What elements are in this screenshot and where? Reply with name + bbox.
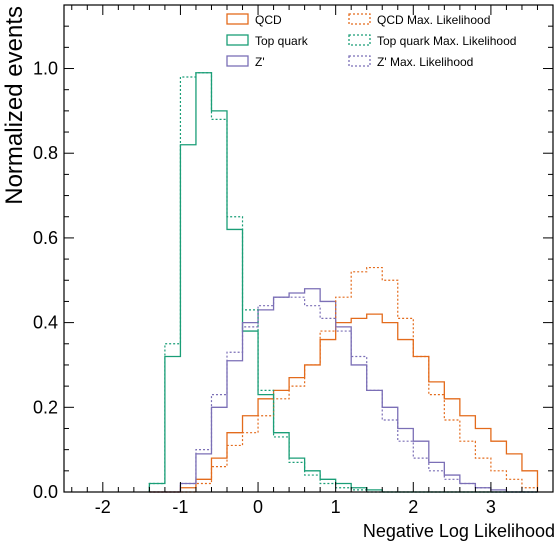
- series-4-line: [148, 72, 538, 493]
- x-tick-label: 2: [408, 497, 418, 517]
- legend-label-5: Z' Max. Likelihood: [377, 55, 473, 69]
- y-tick-label: 0.4: [33, 313, 58, 333]
- legend-swatch-3: [348, 13, 371, 25]
- legend-swatch-2: [226, 55, 249, 67]
- y-tick-label: 0.0: [33, 482, 58, 502]
- x-tick-label: 0: [253, 497, 263, 517]
- legend-swatch-4: [348, 34, 371, 46]
- x-tick-label: 3: [486, 497, 496, 517]
- legend-swatch-5: [348, 55, 371, 67]
- y-tick-label: 0.8: [33, 143, 58, 163]
- legend-swatch-0: [226, 13, 249, 25]
- series-3-line: [149, 266, 539, 493]
- x-axis-title: Negative Log Likelihood: [363, 521, 555, 541]
- y-tick-label: 0.2: [33, 397, 58, 417]
- legend-label-0: QCD: [255, 13, 282, 27]
- legend-label-4: Top quark Max. Likelihood: [377, 34, 516, 48]
- tick-labels-layer: -2 -1 0 1 2 3 0.0 0.2 0.4 0.6 0.8 1.0: [33, 59, 496, 517]
- legend-swatch-1: [226, 34, 249, 46]
- x-tick-label: -1: [172, 497, 188, 517]
- legend-label-1: Top quark: [255, 34, 309, 48]
- legend-label-2: Z': [255, 55, 265, 69]
- legend: QCD Top quark Z' QCD Max. Likelihood Top qua…: [226, 13, 516, 69]
- y-axis-title: Normalized events: [1, 6, 28, 205]
- series-2-line: [149, 288, 538, 493]
- ticks-layer: [64, 5, 554, 493]
- series-5-line: [149, 296, 538, 493]
- y-tick-label: 1.0: [33, 59, 58, 79]
- x-tick-label: -2: [95, 497, 111, 517]
- series-0-line: [149, 313, 539, 493]
- plot-frame: [63, 4, 554, 493]
- y-tick-label: 0.6: [33, 228, 58, 248]
- series-layer: [148, 72, 539, 493]
- legend-label-3: QCD Max. Likelihood: [377, 13, 490, 27]
- x-tick-label: 1: [331, 497, 341, 517]
